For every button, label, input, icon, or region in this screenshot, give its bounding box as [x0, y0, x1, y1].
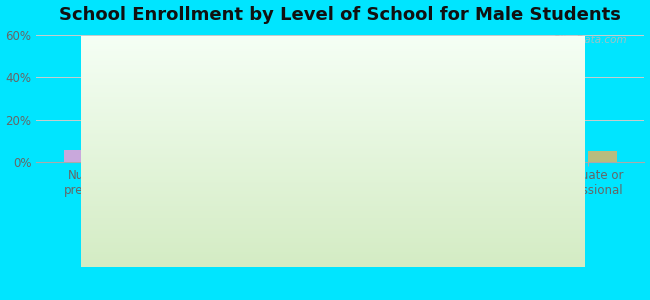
Bar: [423, 112, 452, 162]
Bar: [64, 150, 93, 162]
Legend: Defiance, Iowa: Defiance, Iowa: [262, 212, 419, 235]
Bar: [229, 98, 258, 162]
Bar: [93, 146, 122, 162]
Bar: [588, 152, 617, 162]
Bar: [394, 134, 423, 162]
Title: School Enrollment by Level of School for Male Students: School Enrollment by Level of School for…: [60, 6, 621, 24]
Bar: [476, 154, 506, 162]
Bar: [311, 60, 341, 162]
Bar: [506, 123, 534, 162]
Bar: [258, 118, 287, 162]
Bar: [176, 150, 204, 162]
Text: City-Data.com: City-Data.com: [545, 34, 626, 45]
Bar: [341, 116, 369, 162]
